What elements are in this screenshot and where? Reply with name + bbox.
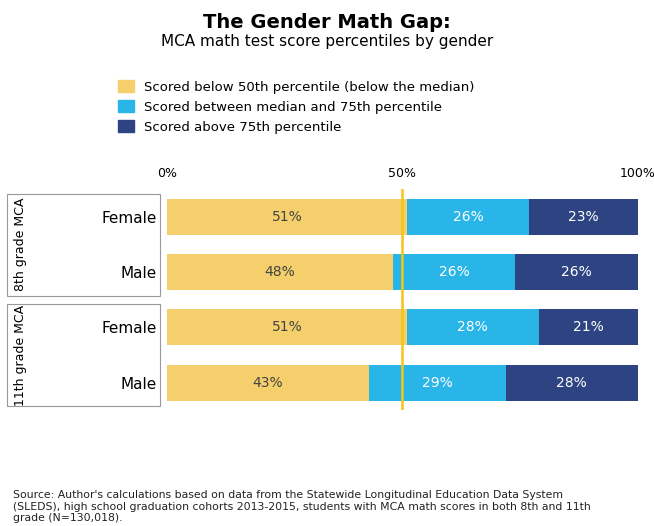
Bar xyxy=(167,365,370,401)
Text: 21%: 21% xyxy=(573,320,604,335)
Bar xyxy=(393,254,515,290)
Text: Source: Author's calculations based on data from the Statewide Longitudinal Educ: Source: Author's calculations based on d… xyxy=(13,490,591,523)
Text: 8th grade MCA: 8th grade MCA xyxy=(14,198,27,291)
Bar xyxy=(407,309,539,346)
Bar xyxy=(167,254,393,290)
Bar xyxy=(529,199,638,235)
Text: 28%: 28% xyxy=(557,376,587,390)
Text: 48%: 48% xyxy=(264,265,295,279)
Bar xyxy=(370,365,506,401)
Bar xyxy=(167,309,407,346)
Text: 51%: 51% xyxy=(271,210,302,224)
Text: MCA math test score percentiles by gender: MCA math test score percentiles by gende… xyxy=(161,34,493,49)
Bar xyxy=(167,199,407,235)
Legend: Scored below 50th percentile (below the median), Scored between median and 75th : Scored below 50th percentile (below the … xyxy=(118,80,475,134)
Text: 26%: 26% xyxy=(561,265,592,279)
Text: The Gender Math Gap:: The Gender Math Gap: xyxy=(203,13,451,32)
Bar xyxy=(407,199,529,235)
Text: 29%: 29% xyxy=(422,376,453,390)
Bar xyxy=(539,309,638,346)
Text: 26%: 26% xyxy=(453,210,483,224)
Text: 23%: 23% xyxy=(568,210,599,224)
Text: 28%: 28% xyxy=(457,320,489,335)
Bar xyxy=(515,254,638,290)
Text: 43%: 43% xyxy=(252,376,283,390)
Bar xyxy=(506,365,638,401)
Text: 26%: 26% xyxy=(439,265,470,279)
Text: 51%: 51% xyxy=(271,320,302,335)
Text: 11th grade MCA: 11th grade MCA xyxy=(14,305,27,406)
